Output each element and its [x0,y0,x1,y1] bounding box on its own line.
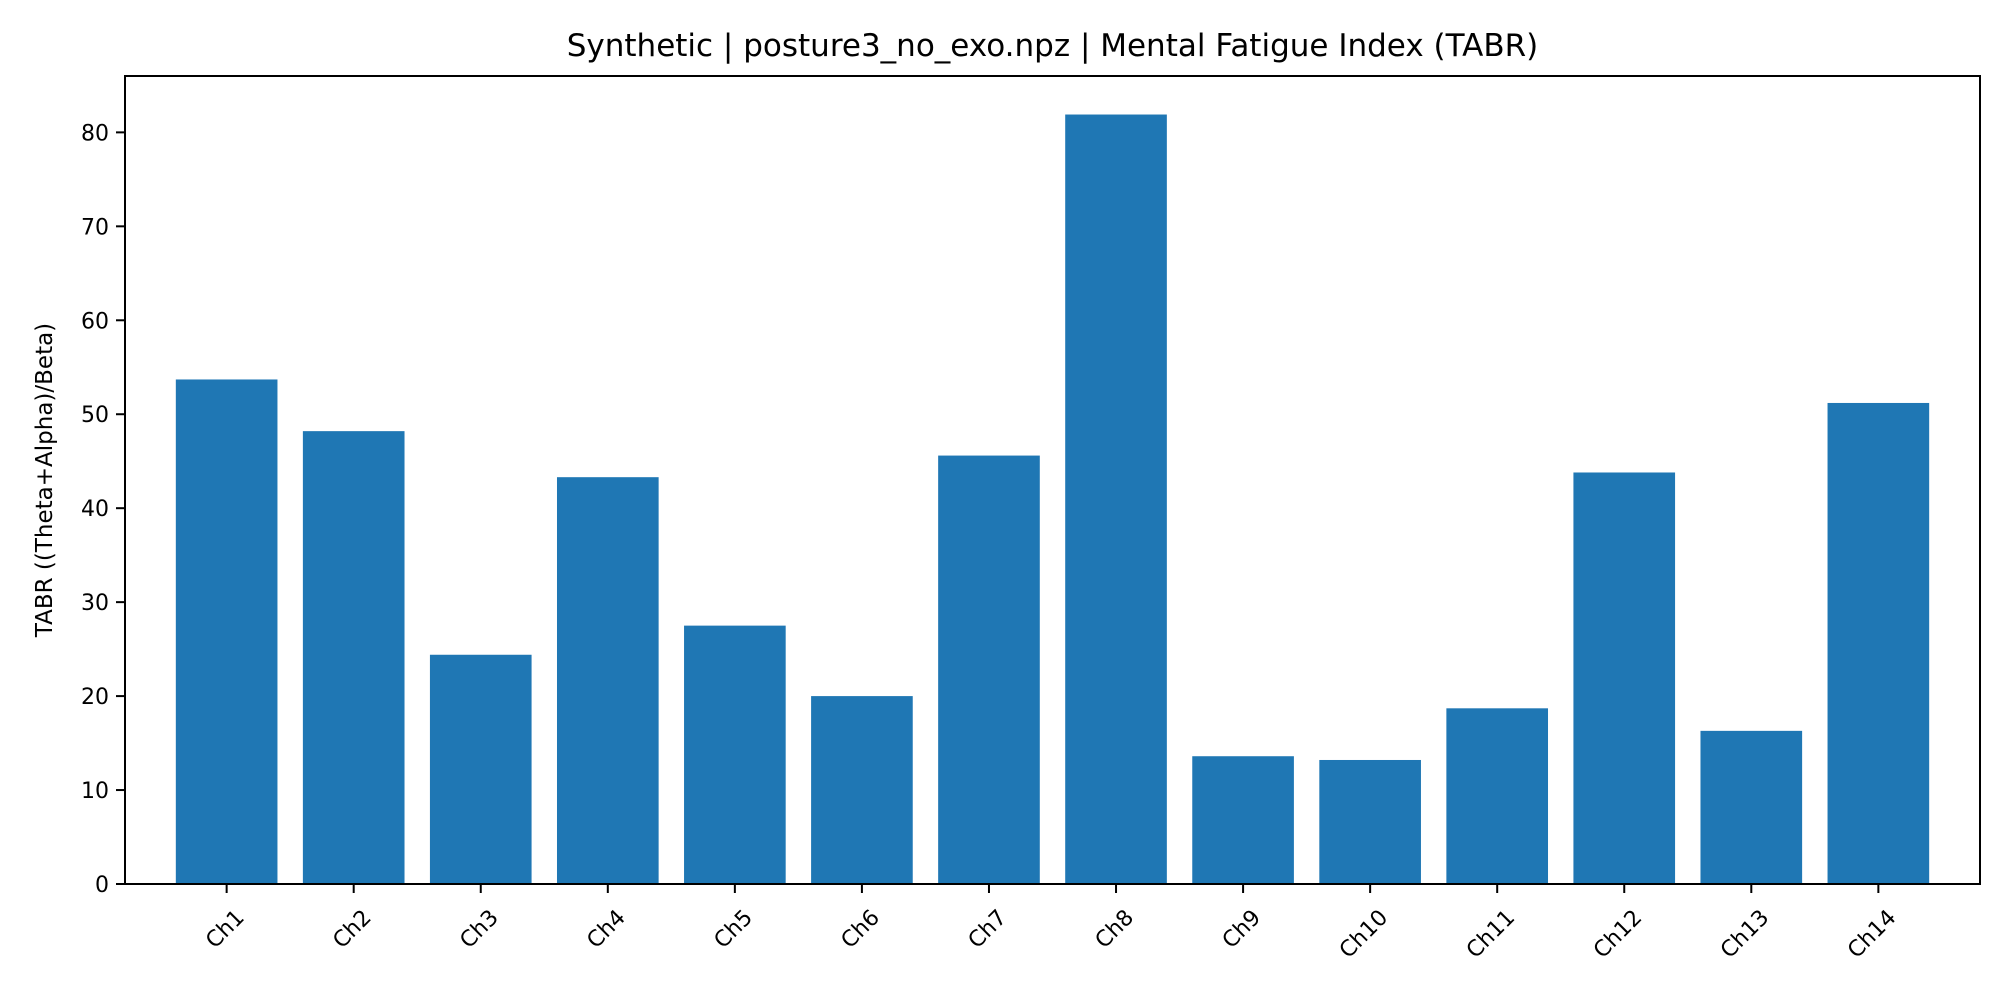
bar-ch10 [1319,759,1421,884]
plot-frame [124,75,1981,885]
y-tick-label: 70 [81,215,109,240]
bar-ch13 [1700,730,1803,884]
bar-ch7 [938,455,1040,884]
y-axis-ticks: 0 10 20 30 40 50 60 70 80 [81,121,125,898]
bar-ch14 [1827,402,1930,884]
bars-group [175,114,1930,884]
x-tick-label-ch13: Ch13 [1716,905,1774,963]
y-tick-label: 10 [81,779,109,804]
bar-ch11 [1446,708,1549,884]
x-tick-label-ch11: Ch11 [1462,905,1520,963]
y-tick-label: 60 [81,309,109,334]
x-tick-label-ch4: Ch4 [582,905,630,953]
x-tick-label-ch7: Ch7 [964,905,1012,953]
x-tick-label-ch10: Ch10 [1335,905,1393,963]
bar-ch4 [556,477,659,884]
x-tick-label-ch6: Ch6 [837,905,885,953]
y-tick-label: 80 [81,121,109,146]
bar-ch8 [1065,114,1167,884]
bar-ch6 [811,696,913,884]
bar-ch9 [1192,756,1294,884]
bar-ch5 [684,625,786,884]
x-tick-label-ch8: Ch8 [1091,905,1139,953]
y-tick-label: 30 [81,591,109,616]
x-tick-label-ch1: Ch1 [201,905,249,953]
x-tick-label-ch5: Ch5 [710,905,758,953]
x-tick-label-ch12: Ch12 [1589,905,1647,963]
bar-ch3 [429,654,532,884]
bar-ch1 [175,379,278,884]
y-tick-label: 50 [81,403,109,428]
x-tick-label-ch9: Ch9 [1218,905,1266,953]
y-tick-label: 40 [81,497,109,522]
x-tick-label-ch3: Ch3 [455,905,503,953]
chart-title: Synthetic | posture3_no_exo.npz | Mental… [567,28,1539,64]
x-tick-label-ch14: Ch14 [1843,905,1901,963]
x-tick-label-ch2: Ch2 [328,905,376,953]
y-tick-label: 20 [81,685,109,710]
bar-ch12 [1573,472,1676,884]
y-tick-label: 0 [95,873,109,898]
y-axis-title: TABR ((Theta+Alpha)/Beta) [32,323,58,638]
bar-ch2 [302,431,405,884]
x-axis-ticks: Ch1 Ch2 Ch3 Ch4 Ch5 Ch6 Ch7 Ch8 Ch9 Ch10 Ch11 Ch12 C… [201,884,1901,964]
